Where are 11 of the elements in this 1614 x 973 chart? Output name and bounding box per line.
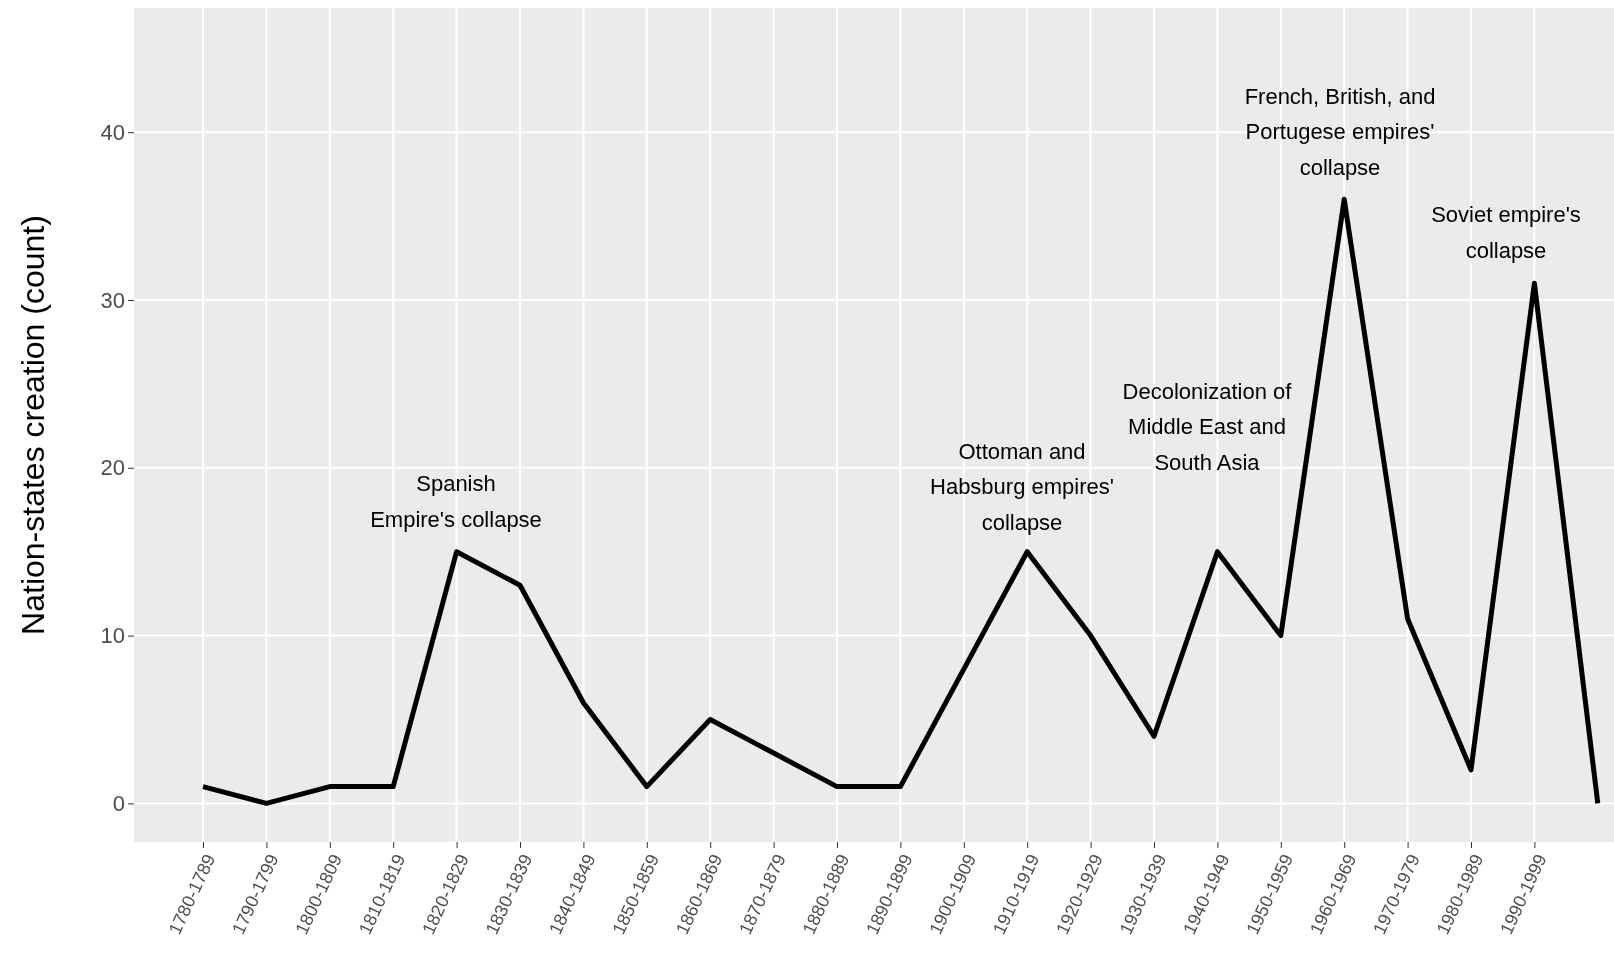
annotation: Decolonization of Middle East and South Asia	[1122, 378, 1293, 475]
y-tick-label: 30	[100, 287, 125, 313]
annotation: French, British, and Portugese empires' collapse	[1244, 83, 1436, 180]
annotation: Soviet empire's collapse	[1431, 202, 1581, 263]
y-tick-label: 20	[100, 455, 125, 481]
annotation: Spanish Empire's collapse	[370, 471, 542, 532]
y-axis-title: Nation-states creation (count)	[15, 215, 51, 635]
y-tick-label: 0	[112, 790, 125, 816]
y-tick-label: 10	[100, 623, 125, 649]
y-tick-label: 40	[100, 119, 125, 145]
annotation: Ottoman and Habsburg empires' collapse	[930, 438, 1114, 535]
